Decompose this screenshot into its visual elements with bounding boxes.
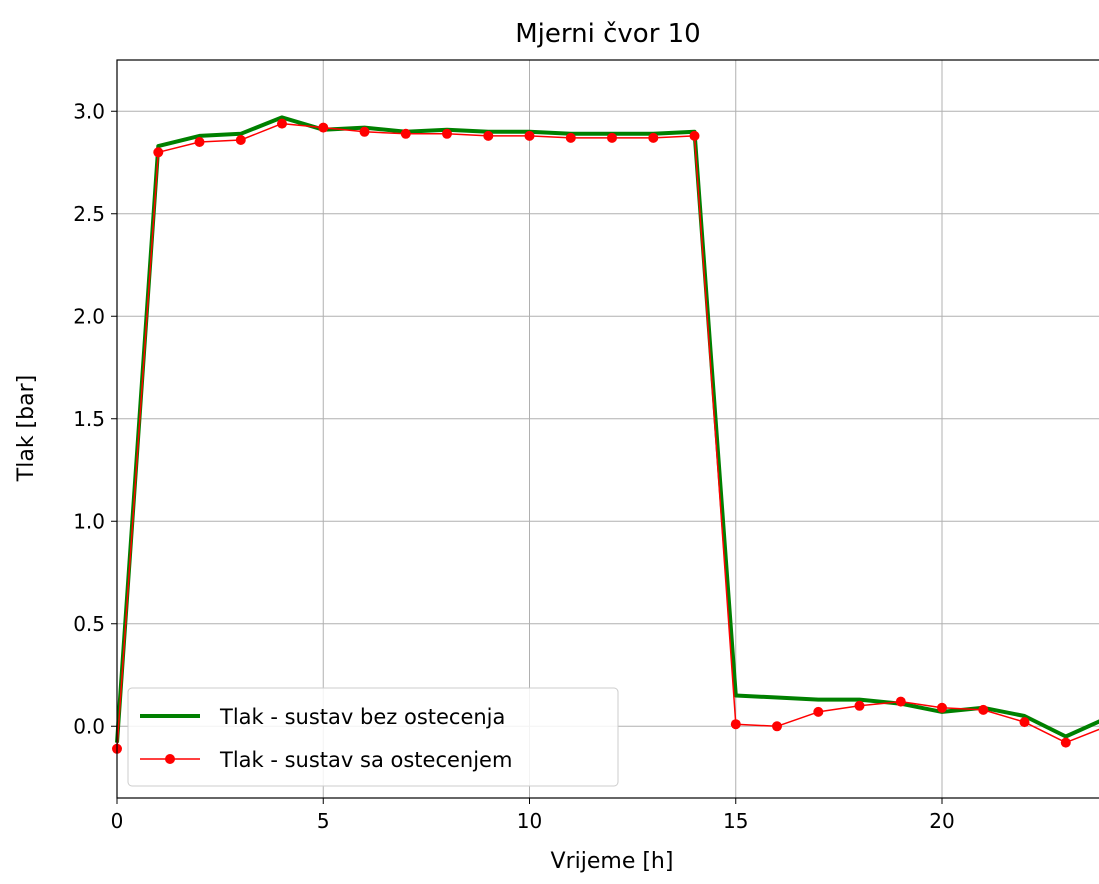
data-point [978,704,989,715]
data-point [318,122,329,133]
data-point [235,135,246,145]
data-point [895,696,906,707]
data-point [1060,737,1071,748]
grid [116,60,1099,798]
y-tick-label: 2.0 [73,304,105,328]
x-tick-label: 0 [111,809,124,833]
x-tick-label: 15 [723,809,748,833]
data-point [689,130,700,141]
data-point [524,130,535,141]
legend: Tlak - sustav bez ostecenja Tlak - susta… [127,687,619,787]
data-point [400,128,411,139]
data-point [153,147,164,158]
data-point [648,132,659,143]
data-point [359,126,370,137]
ticks: 0 5 10 15 20 0.0 0.5 1.0 1.5 2.0 2.5 3.0 [73,99,955,833]
data-point [607,132,617,143]
series-line-0 [115,115,1099,743]
chart-title: Mjerni čvor 10 [515,19,700,49]
data-point [937,702,947,713]
series-line-1 [116,122,1099,749]
y-tick-label: 1.0 [73,509,105,533]
data-point [854,700,865,711]
legend-label-green: Tlak - sustav bez ostecenja [219,705,505,729]
plot-frame [116,59,1099,799]
data-point [194,137,205,147]
y-tick-label: 0.0 [73,714,105,738]
data-point [565,132,576,143]
legend-label-red: Tlak - sustav sa ostecenjem [219,748,512,772]
data-point [483,130,494,141]
x-axis-label: Vrijeme [h] [551,849,674,874]
series-layer [112,115,1099,754]
legend-marker-red [165,754,175,764]
y-tick-label: 0.5 [73,612,105,636]
x-tick-label: 10 [517,809,542,833]
legend-box [127,687,619,787]
y-tick-label: 1.5 [73,407,105,431]
data-point [730,719,741,730]
data-point [1019,717,1030,728]
y-tick-label: 3.0 [73,99,105,123]
data-point [772,721,782,732]
x-tick-label: 20 [929,809,954,833]
data-point [813,706,824,717]
y-axis-label: Tlak [bar] [14,375,39,482]
data-point [442,128,452,139]
y-tick-label: 2.5 [73,202,105,226]
data-point [277,118,287,129]
x-tick-label: 5 [317,809,330,833]
